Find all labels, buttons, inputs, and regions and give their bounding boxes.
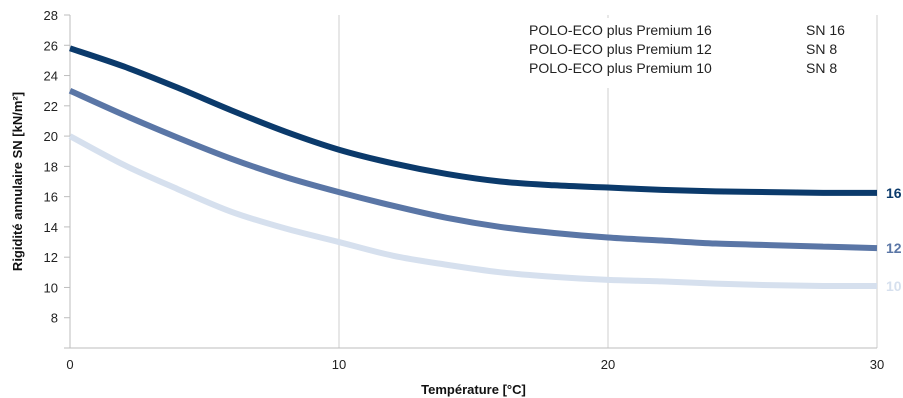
- series-end-label-10: 10: [886, 278, 902, 294]
- series-line-12: [68, 87, 878, 252]
- y-tick-label-24: 24: [44, 69, 58, 84]
- legend-entry-sn: SN 8: [806, 41, 837, 57]
- y-tick-label-14: 14: [44, 220, 58, 235]
- y-tick-labels: 8 10 12 14 16 18 20 22 24 26 28: [44, 8, 58, 326]
- legend-background: [517, 18, 857, 88]
- legend-entry-name: POLO-ECO plus Premium 12: [529, 41, 712, 57]
- series-line-16: [69, 45, 878, 196]
- x-tick-label-30: 30: [870, 357, 884, 372]
- y-tick-label-10: 10: [44, 280, 58, 295]
- legend-entry-sn: SN 8: [806, 60, 837, 76]
- x-tick-label-10: 10: [332, 357, 346, 372]
- y-tick-label-22: 22: [44, 99, 58, 114]
- series-end-labels: 10 12 16: [886, 185, 902, 294]
- legend-entry-sn: SN 16: [806, 22, 845, 38]
- y-tick-label-18: 18: [44, 159, 58, 174]
- y-axis-label: Rigidité annulaire SN [kN/m²]: [10, 92, 25, 271]
- axes: [64, 14, 877, 349]
- series-end-label-12: 12: [886, 240, 902, 256]
- legend: POLO-ECO plus Premium 16 SN 16 POLO-ECO pl…: [517, 18, 857, 88]
- series-end-label-16: 16: [886, 185, 902, 201]
- y-tick-label-12: 12: [44, 250, 58, 265]
- x-axis-label: Température [°C]: [421, 382, 526, 397]
- legend-entry-name: POLO-ECO plus Premium 16: [529, 22, 712, 38]
- x-tick-labels: 0 10 20 30: [66, 357, 884, 372]
- x-tick-label-0: 0: [66, 357, 73, 372]
- y-tick-label-28: 28: [44, 8, 58, 23]
- x-tick-label-20: 20: [601, 357, 615, 372]
- y-tick-label-20: 20: [44, 129, 58, 144]
- y-tick-label-8: 8: [51, 311, 58, 326]
- series-lines: [68, 45, 878, 289]
- y-tick-label-16: 16: [44, 190, 58, 205]
- legend-entry-name: POLO-ECO plus Premium 10: [529, 60, 712, 76]
- y-tick-label-26: 26: [44, 38, 58, 53]
- series-line-10: [68, 133, 878, 289]
